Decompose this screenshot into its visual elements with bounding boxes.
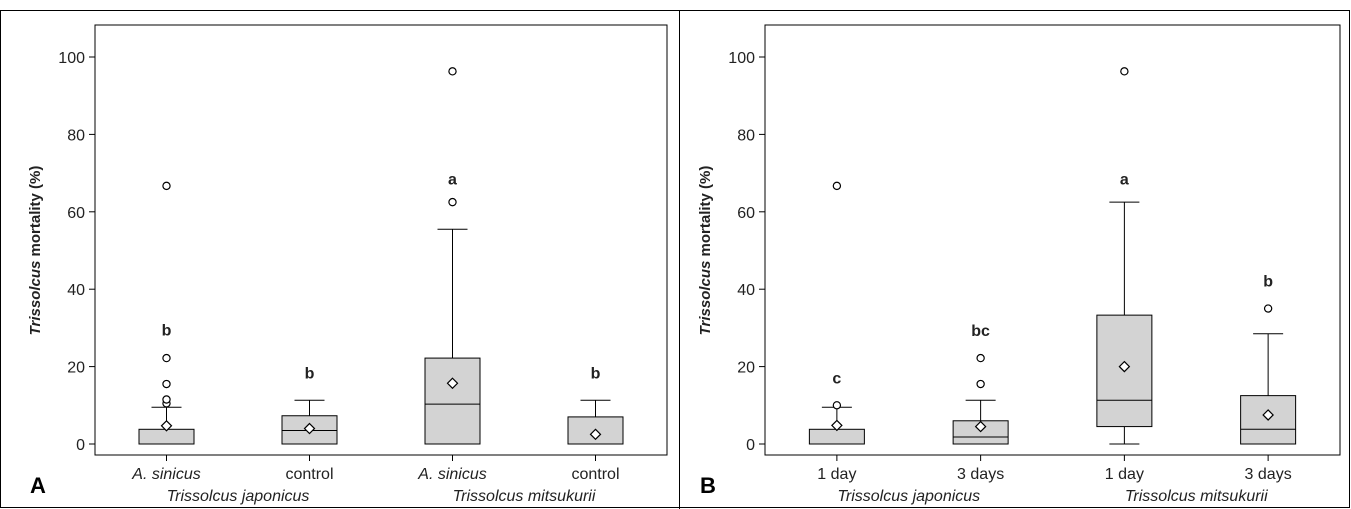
chart-a-y-tick-label: 100 <box>58 50 85 67</box>
chart-b-x-tick-label: 3 days <box>1245 466 1292 483</box>
chart-b-x-tick-label: 3 days <box>957 466 1004 483</box>
chart-a-panel-letter: A <box>30 473 46 498</box>
chart-b-outlier-point <box>1120 67 1129 76</box>
chart-b-significance-letter: bc <box>971 323 990 340</box>
chart-b-box-1: c 1 day <box>808 181 865 483</box>
chart-a-y-axis-label-italic: Trissolcus <box>27 261 44 336</box>
chart-a-outlier-point <box>162 181 171 191</box>
chart-b-y-tick-label: 60 <box>737 205 755 222</box>
chart-b-mean-marker <box>1262 409 1274 421</box>
chart-b-y-tick-label: 20 <box>737 360 755 377</box>
chart-b-group-label: Trissolcus japonicus <box>837 488 980 505</box>
chart-a-significance-letter: b <box>305 365 315 382</box>
chart-b-significance-letter: c <box>832 370 841 387</box>
chart-b-y-tick-label: 40 <box>737 282 755 299</box>
chart-a-y-tick-label: 80 <box>67 127 85 144</box>
chart-b-box-iqr <box>808 428 865 445</box>
chart-a-significance-letter: b <box>591 365 601 382</box>
chart-a-x-tick-label: A. sinicus <box>131 466 200 483</box>
chart-a-outlier-point <box>448 197 457 207</box>
chart-b-outlier-point <box>832 181 842 191</box>
chart-a-outlier-point <box>162 379 171 389</box>
chart-a-mean-marker <box>303 422 316 435</box>
chart-a-y-axis-label: Trissolcus mortality (%) <box>27 166 44 336</box>
chart-a-y-tick-label: 60 <box>67 205 85 222</box>
chart-a-box-4: b control <box>567 365 624 483</box>
chart-a-outlier-point <box>162 353 171 363</box>
chart-b-y-tick-label: 100 <box>728 50 755 67</box>
chart-a-x-tick-label: control <box>285 466 333 483</box>
chart-a-y-axis-label-rest: mortality (%) <box>27 166 44 261</box>
chart-b-outlier-point <box>1263 304 1273 313</box>
chart-b-y-axis-label: Trissolcus mortality (%) <box>697 166 714 336</box>
chart-a-box-3: a A. sinicus <box>417 67 487 483</box>
chart-b-outlier-point <box>832 401 842 410</box>
chart-b-box-3: a 1 day <box>1096 67 1153 483</box>
chart-b-y-tick-label: 80 <box>737 127 755 144</box>
chart-b-x-tick-label: 1 day <box>817 466 856 483</box>
chart-b-outlier-point <box>976 379 985 389</box>
chart-a-mean-marker <box>589 428 602 441</box>
chart-a-outlier-point <box>162 395 171 404</box>
chart-panel-b: 0 20 40 60 80 100 Trissolcus mortality (%) c 1 d… <box>697 24 1341 505</box>
chart-a-significance-letter: a <box>448 172 457 189</box>
chart-a-x-tick-label: control <box>571 466 619 483</box>
chart-a-mean-marker <box>160 419 173 432</box>
chart-a-y-tick-label: 40 <box>67 282 85 299</box>
chart-b-mean-marker <box>974 420 987 433</box>
chart-a-y-tick-label: 0 <box>76 437 85 454</box>
chart-b-mean-marker <box>1118 360 1131 373</box>
chart-a-x-tick-label: A. sinicus <box>417 466 486 483</box>
chart-b-box-4: b 3 days <box>1240 274 1297 483</box>
chart-a-box-1: b A. sinicus <box>131 181 201 483</box>
chart-b-plot-frame <box>764 24 1341 456</box>
chart-b-significance-letter: b <box>1263 274 1273 291</box>
chart-b-y-axis-label-rest: mortality (%) <box>697 166 714 261</box>
chart-a-y-tick-label: 20 <box>67 360 85 377</box>
chart-a-group-label: Trissolcus japonicus <box>167 488 310 505</box>
chart-b-box-2: bc 3 days <box>952 323 1009 483</box>
chart-a-group-label: Trissolcus mitsukurii <box>453 488 596 505</box>
chart-b-panel-letter: B <box>700 473 716 498</box>
chart-b-significance-letter: a <box>1120 172 1129 189</box>
chart-b-y-tick-label: 0 <box>746 437 755 454</box>
chart-a-box-iqr <box>424 357 481 445</box>
chart-a-box-2: b control <box>281 365 338 483</box>
chart-b-mean-marker <box>831 419 843 432</box>
chart-b-x-tick-label: 1 day <box>1105 466 1144 483</box>
chart-a-significance-letter: b <box>162 323 172 340</box>
chart-a-mean-marker <box>446 377 459 390</box>
chart-a-plot-frame <box>94 24 668 456</box>
chart-b-y-axis-label-italic: Trissolcus <box>697 261 714 336</box>
chart-a-outlier-point <box>448 67 457 76</box>
chart-b-outlier-point <box>976 353 985 363</box>
figure-frame <box>0 10 1350 508</box>
chart-panel-a: 0 20 40 60 80 100 Trissolcus mortality (%) b A. … <box>27 24 668 505</box>
chart-b-group-label: Trissolcus mitsukurii <box>1125 488 1268 505</box>
